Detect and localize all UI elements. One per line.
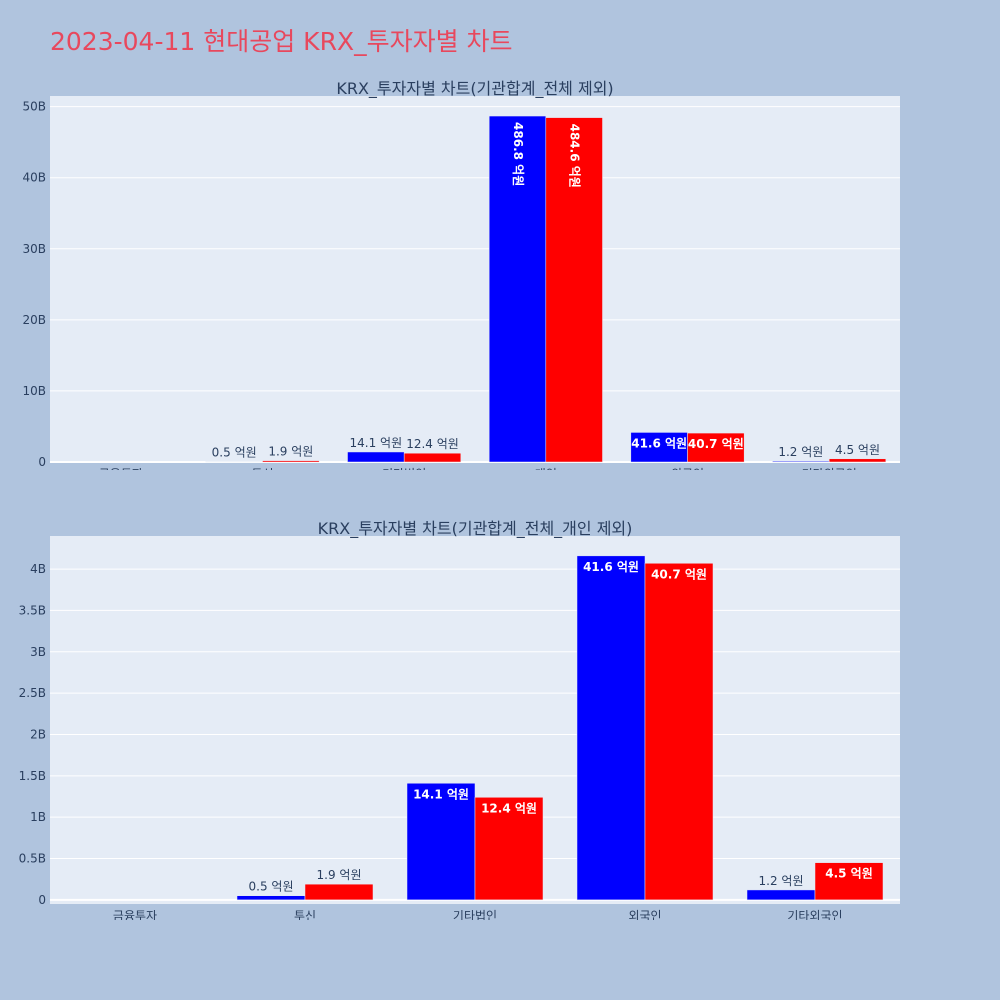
bar xyxy=(576,555,646,901)
bar-data-label: 1.2 억원 xyxy=(778,445,823,459)
bar xyxy=(488,115,547,463)
x-tick-label: 금융투자 xyxy=(113,909,157,920)
chart-title: KRX_투자자별 차트(기관합계_전체 제외) xyxy=(336,79,613,99)
y-tick-label: 2.5B xyxy=(19,686,46,700)
y-tick-label: 40B xyxy=(22,171,46,185)
bar-data-label: 1.2 억원 xyxy=(759,874,804,888)
bar-data-label: 40.7 억원 xyxy=(688,437,744,451)
bar-data-label: 40.7 억원 xyxy=(651,567,707,581)
bar xyxy=(828,458,887,463)
x-tick-label: 금융투자 xyxy=(99,467,143,470)
y-tick-label: 0.5B xyxy=(19,852,46,866)
x-tick-label: 외국인 xyxy=(628,909,661,920)
bar-data-label: 1.9 억원 xyxy=(268,445,313,459)
x-tick-label: 기타외국인 xyxy=(787,909,842,920)
y-tick-label: 2B xyxy=(30,727,46,741)
bar-data-label: 484.6 억원 xyxy=(568,124,582,188)
bar-data-label: 1.9 억원 xyxy=(317,868,362,882)
bar-data-label: 14.1 억원 xyxy=(413,787,469,801)
bar xyxy=(644,563,714,901)
x-tick-label: 기타법인 xyxy=(453,909,497,920)
bar xyxy=(545,117,603,463)
x-tick-label: 외국인 xyxy=(671,467,704,470)
bar xyxy=(304,883,374,901)
bar-data-label: 41.6 억원 xyxy=(583,560,639,574)
bar xyxy=(687,432,745,463)
bar xyxy=(814,862,884,901)
x-tick-label: 기타외국인 xyxy=(802,467,857,470)
y-tick-label: 3.5B xyxy=(19,603,46,617)
bar-data-label: 12.4 억원 xyxy=(481,801,537,815)
bar xyxy=(236,895,306,901)
bar xyxy=(262,460,320,463)
bar-data-label: 41.6 억원 xyxy=(631,436,687,450)
bar-data-label: 12.4 억원 xyxy=(406,437,459,451)
chart-top-investor-all: 0 10B 20B 30B 40B 50B KRX_투자자별 차트(기관합계_전체 제외) 금… xyxy=(22,79,900,470)
bar xyxy=(746,889,816,901)
y-tick-label: 3B xyxy=(30,645,46,659)
bar-data-label: 0.5 억원 xyxy=(212,446,257,460)
bar xyxy=(403,452,462,463)
y-tick-label: 4B xyxy=(30,562,46,576)
y-tick-label: 50B xyxy=(22,100,46,114)
y-tick-label: 0 xyxy=(38,455,46,469)
y-tick-label: 1.5B xyxy=(19,769,46,783)
chart-title: KRX_투자자별 차트(기관합계_전체_개인 제외) xyxy=(318,519,633,539)
y-tick-label: 20B xyxy=(22,313,46,327)
bar xyxy=(347,451,405,463)
chart-bottom-investor-excl-individual: 0 0.5B 1B 1.5B 2B 2.5B 3B 3.5B 4B KRX_투자자별 차트(기관합… xyxy=(19,519,900,920)
x-tick-label: 투신 xyxy=(251,467,273,470)
bar xyxy=(772,460,830,463)
y-tick-label: 10B xyxy=(22,384,46,398)
bar xyxy=(474,797,544,901)
plot-area xyxy=(50,96,900,462)
x-tick-label: 개인 xyxy=(535,467,557,470)
bar-data-label: 0.5 억원 xyxy=(249,880,294,894)
bar-data-label: 4.5 억원 xyxy=(835,443,880,457)
bar-data-label: 4.5 억원 xyxy=(825,867,873,881)
bar-data-label: 486.8 억원 xyxy=(511,122,525,186)
bar-data-label: 14.1 억원 xyxy=(350,436,403,450)
x-tick-label: 투신 xyxy=(294,909,316,920)
y-tick-label: 1B xyxy=(30,810,46,824)
y-tick-label: 0 xyxy=(38,893,46,907)
y-tick-label: 30B xyxy=(22,242,46,256)
page-title: 2023-04-11 현대공업 KRX_투자자별 차트 xyxy=(50,27,513,56)
x-tick-label: 기타법인 xyxy=(382,467,426,470)
